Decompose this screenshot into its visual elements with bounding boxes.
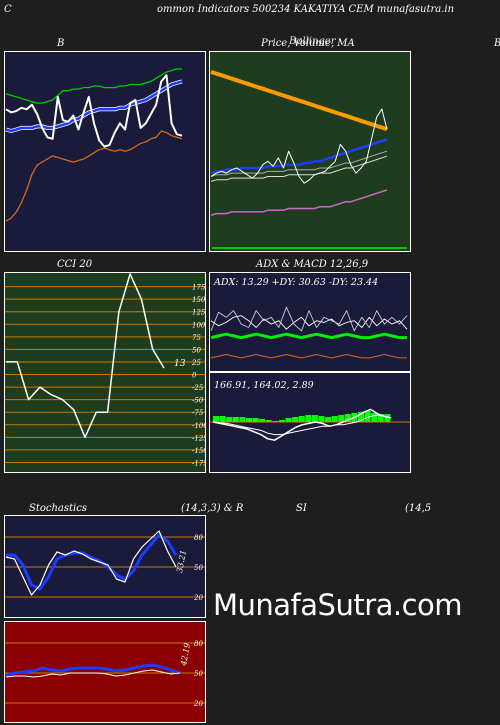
rsi-tick-label: 20 (193, 700, 203, 708)
rsi-title: SI (296, 503, 307, 514)
price-title: Price, Volume, MA (261, 38, 355, 49)
cci-tick-label: -75 (192, 409, 204, 417)
macd-histogram-bar (338, 415, 345, 422)
cci-tick-label: 75 (192, 334, 201, 342)
bb-lower-line (5, 130, 183, 222)
minus-di-line (210, 315, 408, 330)
ma-mid-line (210, 138, 388, 175)
bb-price-line (5, 74, 183, 148)
rsi-tick-label: 50 (194, 670, 203, 678)
adx-macd-title: ADX & MACD 12,26,9 (256, 259, 369, 270)
plus-di-line (210, 306, 408, 332)
macd-histogram-bar (219, 416, 226, 422)
macd-histogram-bar (292, 417, 299, 422)
stoch-title: Stochastics (29, 503, 87, 514)
cci-chart: 175 150 125 100 75 50 25 0 -25 -50 -75 -100 -125 -150… (4, 272, 206, 473)
cci-tick-label: 100 (192, 321, 206, 329)
macd-histogram-bar (252, 418, 259, 422)
cci-tick-label: -175 (192, 459, 206, 467)
cci-tick-label: 150 (192, 296, 206, 304)
right-edge-letter: B (494, 38, 500, 49)
macd-histogram-bar (331, 416, 338, 422)
stoch-params: (14,3,3) & R (181, 503, 244, 514)
watermark: MunafaSutra.com (213, 588, 463, 622)
bollinger-chart (4, 51, 206, 252)
ma-short-line (210, 155, 388, 182)
cci-line (6, 273, 165, 439)
price-line (210, 108, 388, 184)
adx-readout: ADX: 13.29 +DY: 30.63 -DY: 23.44 (213, 277, 378, 288)
macd-histogram-bar (272, 421, 279, 422)
rsi-params: (14,5 (405, 503, 432, 514)
cci-tick-label: 125 (192, 309, 206, 317)
macd-histogram-bar (377, 414, 384, 422)
macd-chart: 166.91, 164.02, 2.89 (209, 372, 411, 473)
macd-histogram-bar (232, 417, 239, 422)
cci-tick-label: -25 (192, 384, 204, 392)
cci-tick-label: 25 (191, 359, 201, 367)
macd-histogram-bar (358, 412, 364, 422)
header-letter: C (4, 4, 12, 15)
rsi-line (5, 669, 181, 678)
macd-histogram-bar (213, 416, 219, 422)
cci-tick-label: 50 (192, 346, 201, 354)
stoch-k-line (5, 530, 177, 596)
cci-title: CCI 20 (57, 259, 93, 270)
price-volume-ma-chart (209, 51, 411, 252)
macd-histogram-bar (371, 413, 378, 422)
macd-histogram-bar (265, 420, 272, 422)
macd-histogram-bar (311, 415, 318, 422)
rsi-smooth-line (5, 663, 181, 677)
macd-histogram-bar (325, 417, 332, 422)
macd-histogram-bar (246, 418, 252, 422)
macd-histogram-bar (239, 417, 246, 422)
adx-line (210, 332, 407, 340)
stoch-tick-label: 50 (194, 564, 203, 572)
cci-last-value: 13 (174, 359, 186, 369)
macd-histogram-bar (364, 411, 371, 422)
macd-histogram-bar (318, 416, 325, 422)
macd-signal-line (212, 414, 392, 436)
ma-short-pink-line (210, 189, 388, 217)
stochastics-chart: 80 50 20 33.21 (4, 515, 206, 618)
rsi-tick-label: 80 (194, 640, 203, 648)
ma-long-line (210, 69, 388, 132)
cci-tick-label: 0 (192, 372, 197, 380)
cci-tick-label: -150 (192, 447, 206, 455)
cci-tick-label: -50 (192, 397, 204, 405)
macd-histogram-bar (226, 417, 233, 422)
stoch-tick-label: 20 (193, 594, 203, 602)
stoch-d-line (6, 533, 178, 591)
cci-tick-label: -125 (192, 434, 206, 442)
macd-readout: 166.91, 164.02, 2.89 (214, 380, 314, 391)
macd-histogram-bar (259, 419, 266, 422)
bb-title: B (57, 38, 65, 49)
macd-histogram-bar (384, 414, 391, 422)
bb-middle-line (5, 80, 183, 133)
macd-histogram-bar (278, 420, 285, 422)
bb-upper-line (5, 68, 182, 104)
macd-histogram-bar (305, 415, 312, 422)
macd-line (212, 408, 392, 441)
adx-chart: ADX: 13.29 +DY: 30.63 -DY: 23.44 (209, 272, 411, 372)
macd-histogram-bar (285, 418, 292, 422)
rsi-last-value: 42.19 (179, 642, 192, 667)
ma-short-upper-line (210, 150, 388, 177)
macd-histogram-bar (298, 416, 305, 422)
stoch-last-value: 33.21 (175, 549, 188, 573)
price-overlay-title: Bollinger (289, 36, 336, 47)
cci-tick-label: -100 (192, 422, 206, 430)
page-title: ommon Indicators 500234 KAKATIYA CEM mun… (157, 4, 455, 15)
macd-histogram-bar (344, 414, 351, 422)
adx-baseline (210, 354, 407, 359)
stoch-tick-label: 80 (194, 534, 203, 542)
cci-tick-label: 175 (192, 284, 206, 292)
rsi-chart: 80 50 20 42.19 (4, 621, 206, 723)
